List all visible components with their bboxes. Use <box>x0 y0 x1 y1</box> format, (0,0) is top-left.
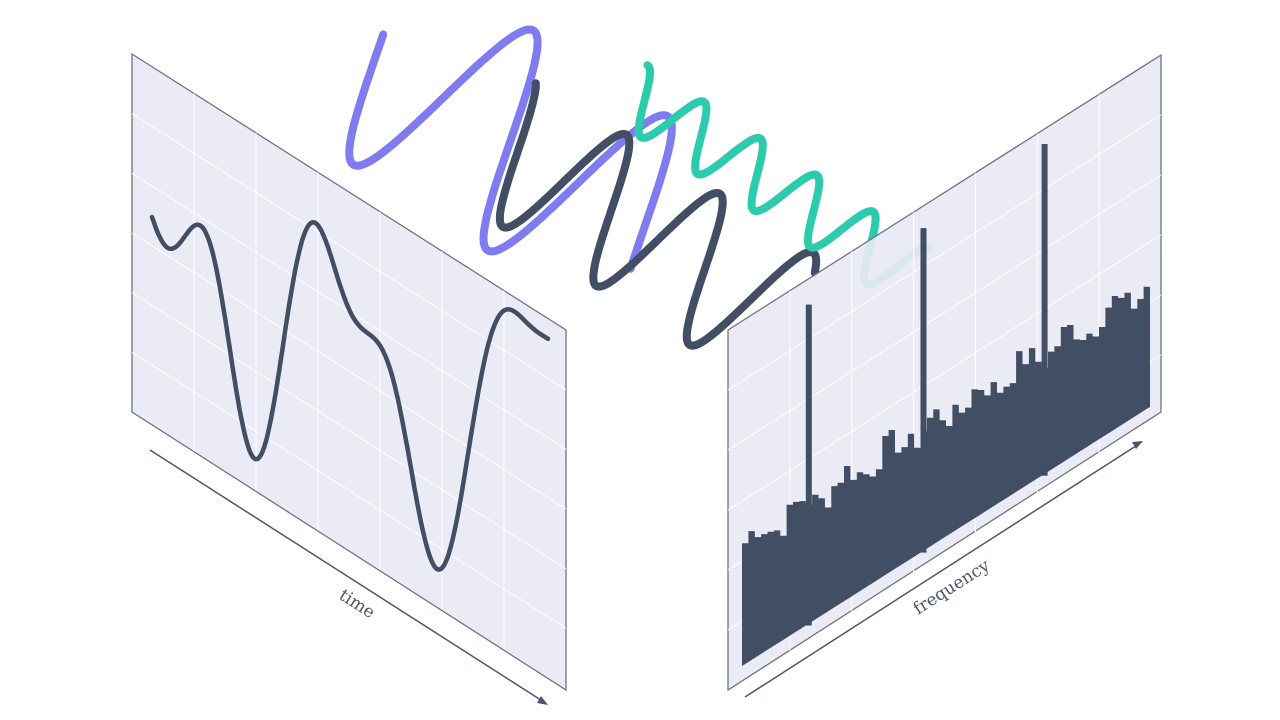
time-panel <box>131 52 567 692</box>
frequency-spectrum <box>742 286 1150 666</box>
component-waves <box>345 25 934 350</box>
time-domain-signal <box>149 214 551 572</box>
spectrum-peak-bar <box>805 304 812 626</box>
grid-line <box>131 232 567 510</box>
frequency-panel <box>727 53 1162 692</box>
grid-line <box>131 292 567 570</box>
wave-dark-mid-frequency <box>495 79 821 350</box>
time-panel-grid <box>131 93 567 649</box>
wave-purple-low-frequency <box>345 25 676 273</box>
grid-line <box>131 351 567 629</box>
time-axis-arrowhead <box>537 696 548 705</box>
spectrum-peaks <box>805 144 1048 626</box>
time-axis: time <box>149 449 548 705</box>
grid-line <box>131 113 567 391</box>
time-axis-arrow <box>149 449 545 703</box>
spectrum-peak-bar <box>920 228 927 553</box>
frequency-axis-arrowhead <box>1132 441 1143 449</box>
spectrum-peak-bar <box>1041 144 1048 476</box>
grid-line <box>727 174 1162 451</box>
wave-teal-high-frequency <box>634 61 934 289</box>
grid-line <box>727 114 1162 391</box>
time-axis-label: time <box>335 585 378 623</box>
grid-line <box>727 234 1162 511</box>
frequency-axis-arrow <box>744 443 1140 698</box>
